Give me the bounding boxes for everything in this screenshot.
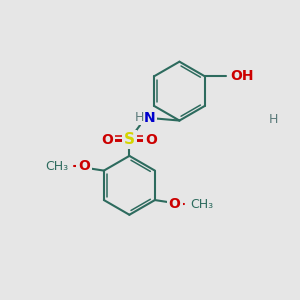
Text: O: O [169, 197, 181, 212]
Text: OH: OH [230, 69, 253, 83]
Text: O: O [78, 159, 90, 173]
Text: H: H [134, 111, 144, 124]
Text: S: S [124, 132, 135, 147]
Text: H: H [269, 112, 278, 126]
Text: N: N [143, 111, 155, 124]
Text: CH₃: CH₃ [45, 160, 69, 173]
Text: CH₃: CH₃ [190, 198, 213, 211]
Text: O: O [101, 133, 113, 147]
Text: O: O [146, 133, 158, 147]
